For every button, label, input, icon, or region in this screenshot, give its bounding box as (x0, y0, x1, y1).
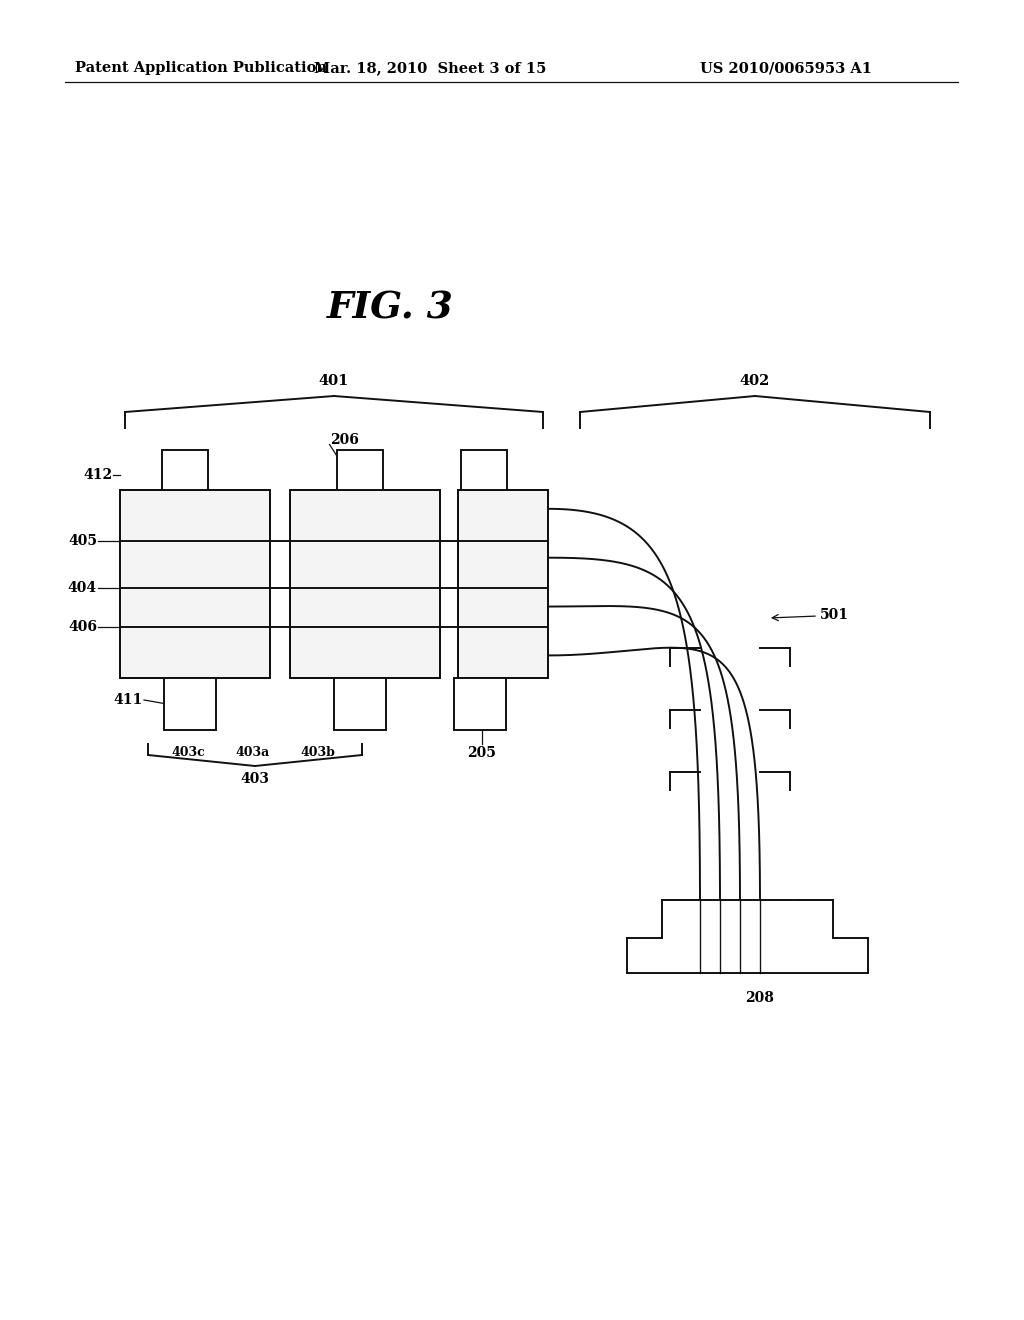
Bar (120, 490, 270, 678)
Text: FIG. 3: FIG. 3 (327, 289, 454, 326)
Text: 411: 411 (114, 693, 143, 708)
Bar (164, 678, 216, 730)
Text: 403: 403 (241, 772, 269, 785)
Text: 403c: 403c (171, 746, 205, 759)
Text: 501: 501 (820, 609, 849, 622)
Text: 406: 406 (68, 620, 97, 634)
Text: Patent Application Publication: Patent Application Publication (75, 61, 327, 75)
Bar (454, 678, 506, 730)
Text: 403b: 403b (301, 746, 336, 759)
Text: Mar. 18, 2010  Sheet 3 of 15: Mar. 18, 2010 Sheet 3 of 15 (313, 61, 546, 75)
Bar (290, 490, 440, 678)
Text: 403a: 403a (236, 746, 270, 759)
Bar (461, 450, 507, 490)
Text: 402: 402 (739, 374, 770, 388)
Text: 401: 401 (318, 374, 349, 388)
Text: 208: 208 (745, 991, 774, 1005)
Bar (458, 490, 548, 678)
Text: 205: 205 (468, 746, 497, 760)
Text: 405: 405 (68, 533, 97, 548)
Text: 404: 404 (68, 581, 97, 595)
Text: 412: 412 (83, 469, 112, 482)
Bar (458, 490, 548, 678)
Bar (334, 678, 386, 730)
Bar (290, 490, 440, 678)
Bar (337, 450, 383, 490)
Text: 206: 206 (330, 433, 358, 447)
Bar (162, 450, 208, 490)
Text: US 2010/0065953 A1: US 2010/0065953 A1 (700, 61, 872, 75)
Bar (120, 490, 270, 678)
